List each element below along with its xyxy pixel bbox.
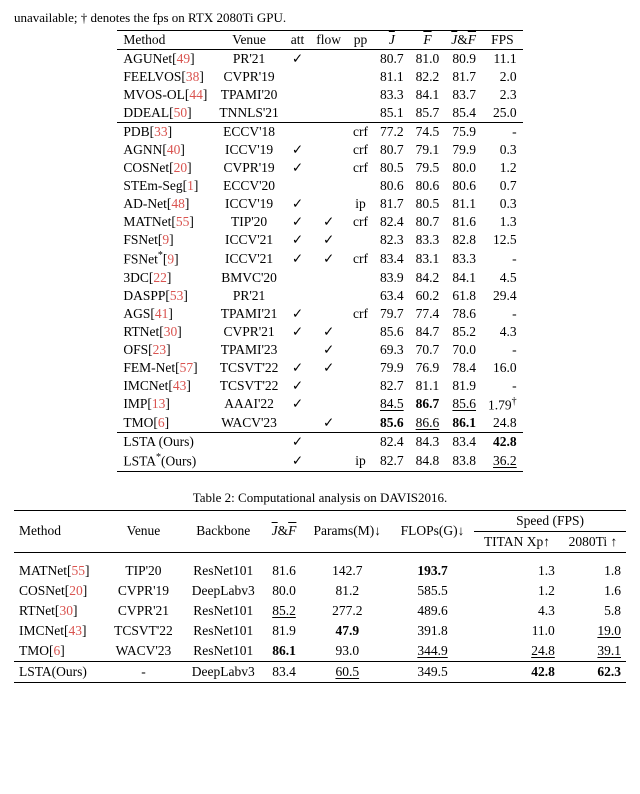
table-row: LSTA (Ours)82.484.383.442.8	[117, 433, 522, 452]
table-row: RTNet[30]CVPR'21ResNet10185.2277.2489.64…	[14, 601, 626, 621]
h-jf: J&F	[445, 31, 482, 50]
h2-venue: Venue	[105, 510, 182, 552]
h2-method: Method	[14, 510, 105, 552]
table-row: PDB[33]ECCV'18crf77.274.575.9-	[117, 123, 522, 142]
table-row: TMO[6]WACV'23ResNet10186.193.0344.924.83…	[14, 641, 626, 662]
table-row: IMCNet[43]TCSVT'2282.781.181.9-	[117, 377, 522, 395]
h-att: att	[285, 31, 311, 50]
table-row: MATNet[55]TIP'20ResNet10181.6142.7193.71…	[14, 561, 626, 581]
table-row: TMO[6]WACV'2385.686.686.124.8	[117, 414, 522, 433]
h2-xp: TITAN Xp↑	[474, 531, 560, 552]
h-pp: pp	[347, 31, 374, 50]
table-row: OFS[23]TPAMI'2369.370.770.0-	[117, 341, 522, 359]
h-flow: flow	[310, 31, 347, 50]
top-caption: unavailable; † denotes the fps on RTX 20…	[14, 10, 626, 26]
table-row: FSNet*[9]ICCV'21crf83.483.183.3-	[117, 249, 522, 269]
table-row: FSNet[9]ICCV'2182.383.382.812.5	[117, 231, 522, 249]
h-venue: Venue	[213, 31, 284, 50]
table-row: COSNet[20]CVPR'19DeepLabv380.081.2585.51…	[14, 581, 626, 601]
table-row: FEELVOS[38]CVPR'1981.182.281.72.0	[117, 68, 522, 86]
table-row: AGS[41]TPAMI'21crf79.777.478.6-	[117, 305, 522, 323]
table-row: AGUNet[49]PR'2180.781.080.911.1	[117, 50, 522, 69]
table-row: FEM-Net[57]TCSVT'2279.976.978.416.0	[117, 359, 522, 377]
table-row: DASPP[53]PR'2163.460.261.829.4	[117, 287, 522, 305]
t2-caption: Table 2: Computational analysis on DAVIS…	[14, 490, 626, 506]
h2-params: Params(M)↓	[304, 510, 391, 552]
table-row: AGNN[40]ICCV'19crf80.779.179.90.3	[117, 141, 522, 159]
table-row: MVOS-OL[44]TPAMI'2083.384.183.72.3	[117, 86, 522, 104]
table-row: IMCNet[43]TCSVT'22ResNet10181.947.9391.8…	[14, 621, 626, 641]
table-row-ours: LSTA(Ours)-DeepLabv383.460.5349.542.862.…	[14, 661, 626, 682]
t1-header-row: Method Venue att flow pp J F J&F FPS	[117, 31, 522, 50]
table-row: MATNet[55]TIP'20crf82.480.781.61.3	[117, 213, 522, 231]
table-row: DDEAL[50]TNNLS'2185.185.785.425.0	[117, 104, 522, 123]
table-row: IMP[13]AAAI'2284.586.785.61.79†	[117, 395, 522, 415]
h2-bb: Backbone	[182, 510, 264, 552]
h2-flops: FLOPs(G)↓	[391, 510, 474, 552]
table-row: AD-Net[48]ICCV'19ip81.780.581.10.3	[117, 195, 522, 213]
h2-jf: J&F	[264, 510, 303, 552]
h-fps: FPS	[482, 31, 523, 50]
h-method: Method	[117, 31, 213, 50]
h-j: J	[374, 31, 410, 50]
h-f: F	[410, 31, 446, 50]
table-1: Method Venue att flow pp J F J&F FPS AGU…	[117, 30, 522, 472]
table-row: LSTA*(Ours)ip82.784.883.836.2	[117, 451, 522, 471]
h2-speed: Speed (FPS)	[474, 510, 626, 531]
table-row: RTNet[30]CVPR'2185.684.785.24.3	[117, 323, 522, 341]
table-2: Method Venue Backbone J&F Params(M)↓ FLO…	[14, 510, 626, 683]
table-row: 3DC[22]BMVC'2083.984.284.14.5	[117, 269, 522, 287]
t2-header-row1: Method Venue Backbone J&F Params(M)↓ FLO…	[14, 510, 626, 531]
table-row: STEm-Seg[1]ECCV'2080.680.680.60.7	[117, 177, 522, 195]
h2-ti: 2080Ti ↑	[560, 531, 626, 552]
table-row: COSNet[20]CVPR'19crf80.579.580.01.2	[117, 159, 522, 177]
